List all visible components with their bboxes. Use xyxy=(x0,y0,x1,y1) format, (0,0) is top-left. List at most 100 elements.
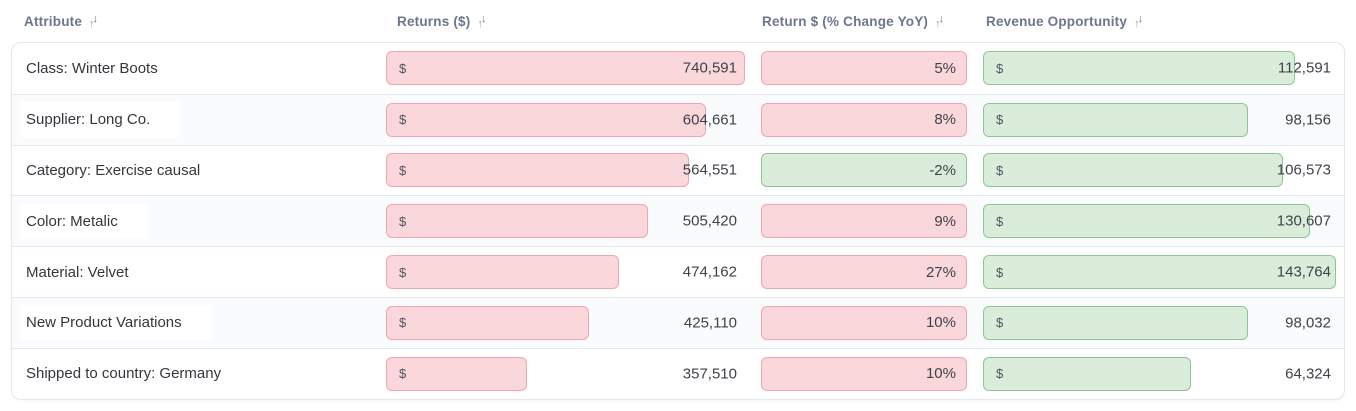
attribute-label: Material: Velvet xyxy=(26,263,129,281)
currency-symbol: $ xyxy=(996,366,1004,382)
revenue-bar: $ xyxy=(983,255,1336,290)
column-header-label: Returns ($) xyxy=(397,13,471,29)
returns-bar: $ xyxy=(386,204,649,239)
returns-bar: $ xyxy=(386,356,528,391)
attribute-label: New Product Variations xyxy=(20,305,212,341)
revenue-bar: $ xyxy=(983,356,1192,391)
sort-icon[interactable]: ↑ ↓ xyxy=(935,12,944,30)
returns-cell: $ 604,661 xyxy=(378,95,753,145)
attribute-cell: New Product Variations xyxy=(12,305,378,341)
currency-symbol: $ xyxy=(996,315,1004,331)
attribute-cell: Category: Exercise causal xyxy=(12,153,378,188)
attribute-label: Category: Exercise causal xyxy=(26,161,201,179)
revenue-cell: $ 98,032 xyxy=(975,298,1344,348)
column-header-attribute[interactable]: Attribute ↑ ↓ xyxy=(11,12,377,30)
returns-cell: $ 474,162 xyxy=(378,247,753,297)
change-box: 5% xyxy=(761,51,967,86)
change-cell: 8% xyxy=(753,95,975,145)
returns-bar: $ xyxy=(386,255,620,290)
currency-symbol: $ xyxy=(996,162,1004,178)
returns-value: 564,551 xyxy=(682,161,737,179)
revenue-cell: $ 98,156 xyxy=(975,95,1344,145)
column-header-returns[interactable]: Returns ($) ↑ ↓ xyxy=(377,12,752,30)
currency-symbol: $ xyxy=(996,213,1004,229)
change-cell: 10% xyxy=(753,298,975,348)
currency-symbol: $ xyxy=(996,264,1004,280)
currency-symbol: $ xyxy=(996,60,1004,76)
table-row[interactable]: Color: Metalic $ 505,420 9% $ 130,607 xyxy=(12,195,1344,247)
change-box: 10% xyxy=(761,305,967,340)
revenue-value: 98,032 xyxy=(1285,314,1331,332)
sort-icon[interactable]: ↑ ↓ xyxy=(1134,12,1143,30)
returns-cell: $ 740,591 xyxy=(378,43,753,94)
table-row[interactable]: Material: Velvet $ 474,162 27% $ 143,764 xyxy=(12,246,1344,297)
change-value: 9% xyxy=(934,212,956,230)
currency-symbol: $ xyxy=(399,60,407,76)
attribute-cell: Class: Winter Boots xyxy=(12,51,378,86)
attribute-label: Shipped to country: Germany xyxy=(26,365,222,383)
currency-symbol: $ xyxy=(399,112,407,128)
table-row[interactable]: New Product Variations $ 425,110 10% $ 9… xyxy=(12,296,1344,348)
returns-value: 604,661 xyxy=(682,111,737,129)
attribute-returns-table: Class: Winter Boots $ 740,591 5% $ 112,5… xyxy=(11,42,1345,400)
returns-value: 425,110 xyxy=(683,314,737,332)
attribute-label: Class: Winter Boots xyxy=(26,59,158,77)
currency-symbol: $ xyxy=(399,162,407,178)
revenue-value: 98,156 xyxy=(1285,111,1331,129)
currency-symbol: $ xyxy=(399,315,407,331)
column-header-label: Attribute xyxy=(24,13,83,29)
revenue-value: 143,764 xyxy=(1276,263,1331,281)
returns-bar: $ xyxy=(386,102,706,137)
attribute-label: Color: Metalic xyxy=(20,203,148,239)
column-header-revenue-opportunity[interactable]: Revenue Opportunity ↑ ↓ xyxy=(974,12,1345,30)
change-cell: 9% xyxy=(753,196,975,246)
revenue-bar: $ xyxy=(983,204,1310,239)
revenue-bar: $ xyxy=(983,305,1248,340)
sort-icon[interactable]: ↑ ↓ xyxy=(477,12,486,30)
attribute-cell: Shipped to country: Germany xyxy=(12,356,378,391)
column-header-return-change[interactable]: Return $ (% Change YoY) ↑ ↓ xyxy=(752,12,974,30)
revenue-bar: $ xyxy=(983,102,1248,137)
returns-bar: $ xyxy=(386,305,589,340)
change-value: 8% xyxy=(934,111,956,129)
change-value: 27% xyxy=(925,263,956,281)
change-cell: -2% xyxy=(753,146,975,196)
table-row[interactable]: Class: Winter Boots $ 740,591 5% $ 112,5… xyxy=(12,43,1344,94)
change-value: 10% xyxy=(925,314,956,332)
table-row[interactable]: Shipped to country: Germany $ 357,510 10… xyxy=(12,347,1344,399)
change-value: -2% xyxy=(929,161,956,179)
change-value: 5% xyxy=(934,59,956,77)
returns-bar: $ xyxy=(386,153,690,188)
returns-value: 474,162 xyxy=(682,263,737,281)
change-cell: 10% xyxy=(753,349,975,399)
currency-symbol: $ xyxy=(399,264,407,280)
column-header-label: Revenue Opportunity xyxy=(986,13,1128,29)
returns-cell: $ 357,510 xyxy=(378,349,753,399)
revenue-cell: $ 112,591 xyxy=(975,43,1344,94)
returns-value: 505,420 xyxy=(682,212,737,230)
currency-symbol: $ xyxy=(996,112,1004,128)
column-header-label: Return $ (% Change YoY) xyxy=(762,13,929,29)
change-box: 8% xyxy=(761,102,967,137)
revenue-value: 112,591 xyxy=(1277,59,1331,77)
change-box: 9% xyxy=(761,204,967,239)
revenue-cell: $ 143,764 xyxy=(975,247,1344,297)
currency-symbol: $ xyxy=(399,366,407,382)
revenue-value: 106,573 xyxy=(1276,161,1331,179)
returns-cell: $ 564,551 xyxy=(378,146,753,196)
attribute-label: Supplier: Long Co. xyxy=(20,102,181,138)
change-value: 10% xyxy=(925,365,956,383)
currency-symbol: $ xyxy=(399,213,407,229)
returns-bar: $ xyxy=(386,51,745,86)
returns-value: 740,591 xyxy=(682,59,737,77)
change-box: 27% xyxy=(761,255,967,290)
table-row[interactable]: Supplier: Long Co. $ 604,661 8% $ 98,156 xyxy=(12,93,1344,145)
revenue-value: 130,607 xyxy=(1276,212,1331,230)
table-header: Attribute ↑ ↓ Returns ($) ↑ ↓ Return $ (% … xyxy=(11,0,1345,42)
returns-cell: $ 505,420 xyxy=(378,196,753,246)
attribute-cell: Supplier: Long Co. xyxy=(12,102,378,138)
revenue-bar: $ xyxy=(983,51,1296,86)
sort-icon[interactable]: ↑ ↓ xyxy=(89,12,98,30)
table-row[interactable]: Category: Exercise causal $ 564,551 -2% … xyxy=(12,144,1344,196)
revenue-bar: $ xyxy=(983,153,1284,188)
